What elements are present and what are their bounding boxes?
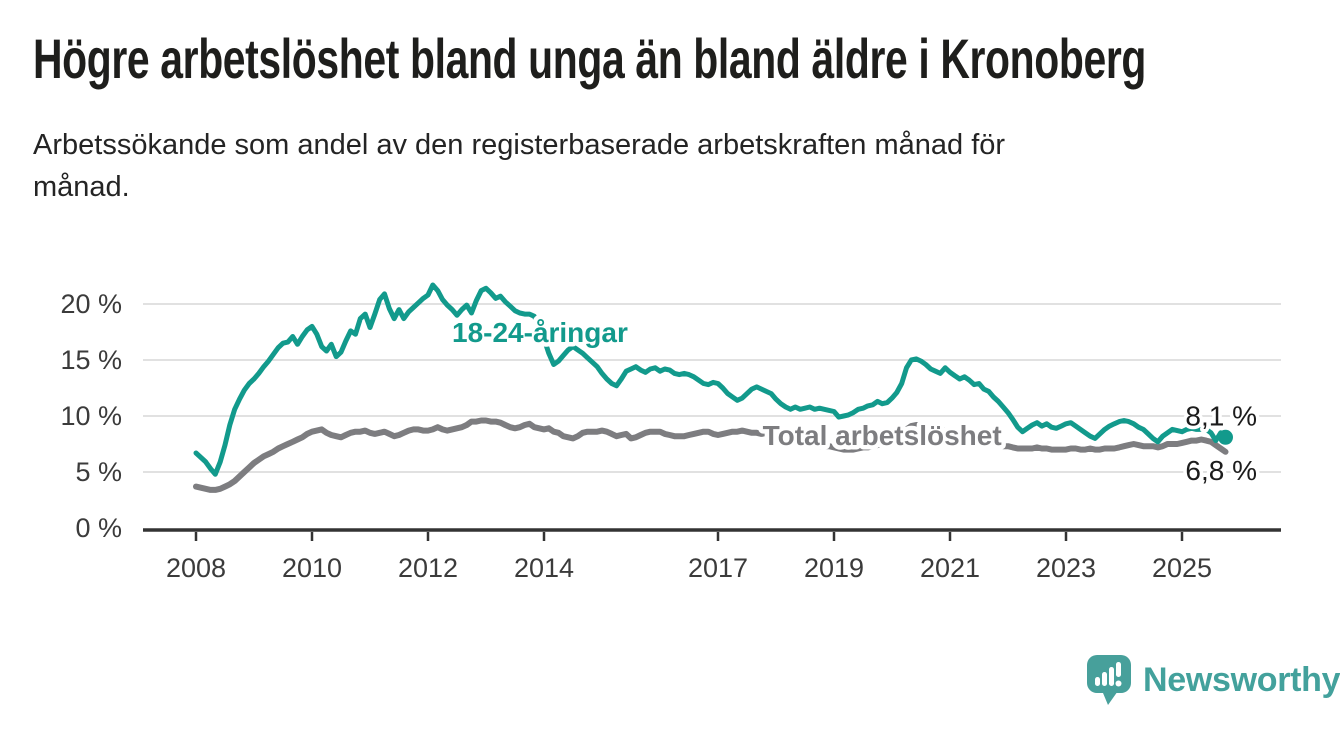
chart-title: Högre arbetslöshet bland unga än bland ä… <box>33 27 1146 90</box>
series-end-dot-youth <box>1218 429 1233 445</box>
x-tick-label: 2025 <box>1152 553 1212 583</box>
series-line-youth <box>193 282 1228 477</box>
bar-chart-glyph <box>1095 662 1122 687</box>
newsworthy-wordmark: Newsworthy <box>1143 661 1340 699</box>
series-line-total <box>193 417 1229 493</box>
x-tick-label: 2008 <box>166 553 226 583</box>
x-tick-label: 2023 <box>1036 553 1096 583</box>
newsworthy-logo[interactable]: Newsworthy <box>1086 654 1340 706</box>
x-tick-label: 2010 <box>282 553 342 583</box>
x-tick-label: 2012 <box>398 553 458 583</box>
y-tick-label: 20 % <box>60 289 122 319</box>
chart-subtitle: Arbetssökande som andel av den registerb… <box>33 129 1006 204</box>
y-tick-label: 5 % <box>75 457 122 487</box>
x-tick-label: 2021 <box>920 553 980 583</box>
end-value-label-youth: 8,1 % <box>1185 400 1257 431</box>
y-tick-label: 10 % <box>60 401 122 431</box>
y-tick-label: 15 % <box>60 345 122 375</box>
newsworthy-logo-icon <box>1087 655 1131 705</box>
y-tick-label: 0 % <box>75 513 122 543</box>
x-tick-label: 2019 <box>804 553 864 583</box>
end-value-label-total: 6,8 % <box>1185 455 1257 486</box>
x-tick-label: 2017 <box>688 553 748 583</box>
x-tick-label: 2014 <box>514 553 574 583</box>
series-label-total: Total arbetslöshet <box>763 420 1002 451</box>
series-label-youth: 18-24-åringar <box>452 317 628 348</box>
